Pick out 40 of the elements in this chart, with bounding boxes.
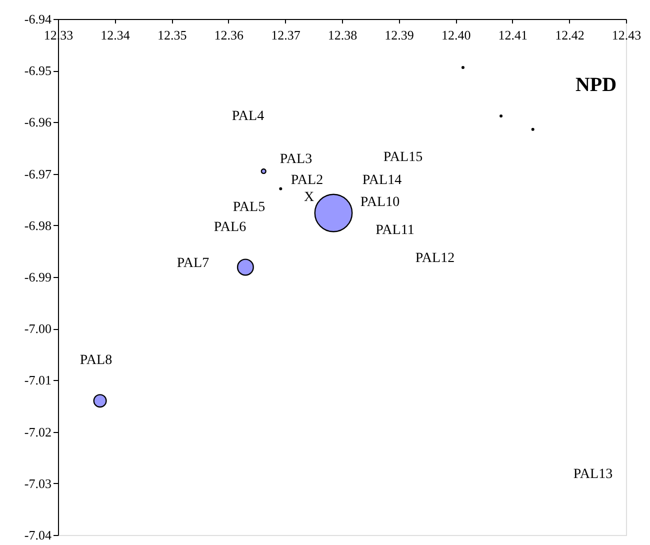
annotation: PAL2 (290, 173, 324, 188)
y-tick-label: -7.04 (24, 528, 52, 542)
annotation: PAL8 (80, 353, 112, 368)
annotation: PAL13 (573, 467, 613, 482)
annotation: PAL11 (376, 223, 414, 238)
x-tick-label: 12.35 (157, 28, 187, 42)
annotation: PAL4 (232, 109, 264, 124)
x-tick-label: 12.36 (214, 28, 244, 42)
y-tick-label: -7.02 (24, 424, 52, 440)
annotation: PAL12 (415, 251, 455, 266)
y-tick-label: -6.97 (24, 166, 52, 182)
y-tick-label: -6.94 (24, 12, 52, 26)
y-tick-label: -6.98 (24, 218, 52, 233)
x-tick-label: 12.39 (384, 28, 414, 42)
point (279, 187, 282, 190)
annotation: NPD (575, 74, 617, 96)
point (461, 66, 464, 69)
annotation: PAL3 (280, 152, 312, 167)
annotation: PAL14 (362, 173, 402, 188)
x-tick-label: 12.41 (498, 28, 528, 42)
annotation: PAL15 (383, 150, 423, 165)
annotation: PAL7 (176, 256, 210, 271)
y-tick-label: -7.00 (24, 321, 52, 336)
x-tick-label: 12.43 (612, 28, 642, 42)
annotation: PAL10 (360, 195, 400, 210)
annotation: PAL6 (214, 220, 246, 235)
x-tick-label: 12.42 (555, 28, 584, 42)
annotation: X (304, 190, 314, 205)
y-tick-label: -7.03 (24, 476, 52, 491)
y-tick-label: -6.96 (24, 114, 52, 130)
x-tick-label: 12.40 (441, 28, 471, 42)
y-tick-label: -6.95 (24, 63, 52, 78)
x-tick-label: 12.37 (271, 28, 301, 42)
point (500, 114, 503, 118)
x-tick-label: 12.34 (100, 28, 130, 42)
y-tick-label: -7.01 (24, 372, 52, 388)
point (531, 128, 534, 131)
x-tick-label: 12.38 (328, 28, 358, 42)
y-tick-label: -6.99 (24, 270, 52, 284)
annotation: PAL5 (232, 200, 266, 215)
